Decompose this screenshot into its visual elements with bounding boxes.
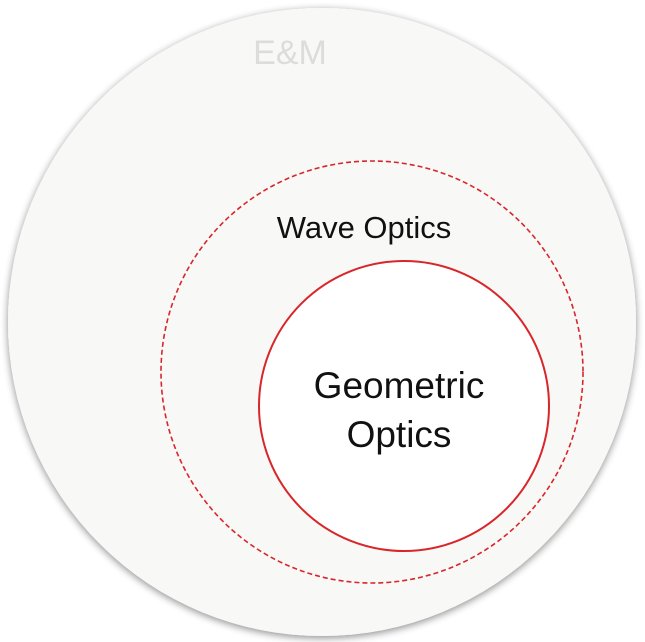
geometric-optics-circle <box>258 260 550 552</box>
em-label: E&M <box>253 34 327 72</box>
geometric-optics-label-line1: Geometric <box>314 365 485 406</box>
wave-optics-label: Wave Optics <box>277 210 452 245</box>
geometric-optics-label-line2: Optics <box>347 414 452 455</box>
